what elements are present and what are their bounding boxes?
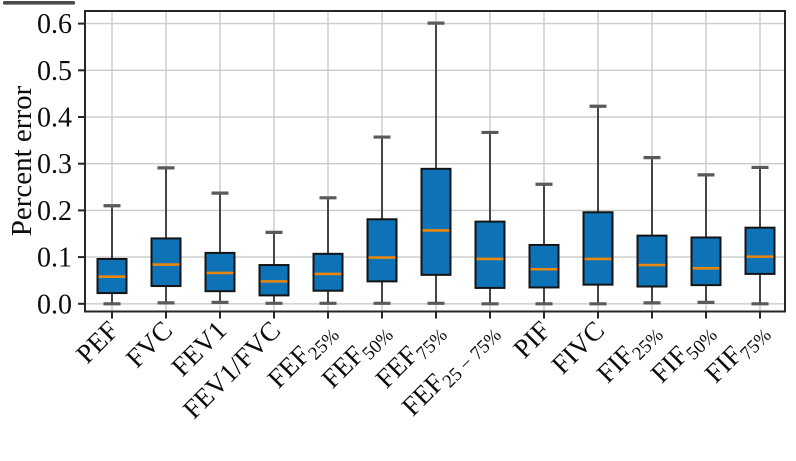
- y-tick-label: 0.6: [37, 9, 72, 40]
- box-group: [96, 204, 128, 306]
- box-rect: [528, 243, 560, 289]
- box-rect: [636, 234, 668, 288]
- box-rect: [582, 211, 614, 286]
- box-group: [744, 165, 776, 306]
- y-tick-labels-layer: 0.0 0.1 0.2 0.3 0.4 0.5 0.6: [37, 9, 72, 320]
- x-tick-label: FIF50%: [645, 315, 722, 392]
- box-group: [150, 166, 182, 305]
- y-tick-label: 0.0: [37, 289, 72, 320]
- box-group: [312, 196, 344, 305]
- box-group: [636, 156, 668, 305]
- box-rect: [420, 167, 452, 276]
- x-tick-label-subscript: 25 − 75%: [439, 325, 506, 392]
- y-tick-label: 0.2: [37, 196, 72, 227]
- x-tick-label: FIF25%: [591, 315, 668, 392]
- box-group: [528, 182, 560, 306]
- boxes-layer: [96, 21, 776, 306]
- x-tick-label: FIF75%: [699, 315, 776, 392]
- y-tick-label: 0.4: [37, 103, 72, 134]
- axis-ticks-layer: [78, 22, 761, 319]
- y-tick-label: 0.3: [37, 149, 72, 180]
- box-rect: [366, 218, 398, 283]
- x-tick-label: PEF: [70, 315, 124, 369]
- box-rect: [150, 237, 182, 288]
- box-group: [474, 130, 506, 306]
- box-group: [366, 135, 398, 305]
- box-rect: [744, 226, 776, 275]
- box-group: [690, 173, 722, 304]
- box-rect: [312, 252, 344, 292]
- x-tick-labels-layer: PEFFVCFEV1FEV1/FVCFEF25%FEF50%FEF75%FEF2…: [70, 315, 776, 424]
- y-axis-label: Percent error: [6, 85, 38, 236]
- box-rect: [690, 236, 722, 287]
- box-rect: [474, 220, 506, 289]
- box-group: [258, 230, 290, 305]
- box-group: [420, 21, 452, 305]
- box-group: [582, 104, 614, 306]
- y-tick-label: 0.1: [37, 243, 72, 274]
- y-tick-label: 0.5: [37, 56, 72, 87]
- box-group: [204, 191, 236, 304]
- crop-artifact-line: [3, 1, 75, 5]
